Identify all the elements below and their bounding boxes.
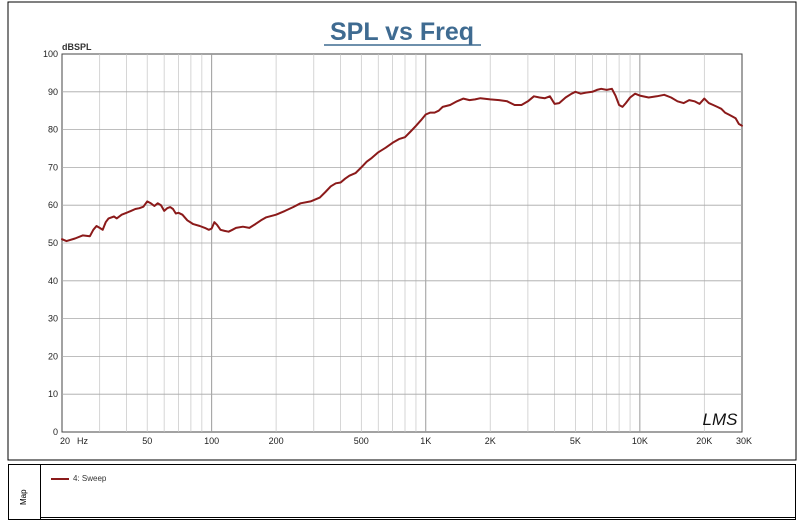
y-tick-label: 30 bbox=[48, 314, 58, 324]
legend-entry-label: 4: Sweep bbox=[73, 474, 107, 483]
y-tick-label: 20 bbox=[48, 351, 58, 361]
chart-title: SPL vs Freq bbox=[330, 18, 474, 46]
x-tick-label: 100 bbox=[204, 436, 219, 446]
y-tick-label: 10 bbox=[48, 389, 58, 399]
y-tick-labels: 0 10 20 30 40 50 60 70 80 90 100 bbox=[43, 49, 58, 437]
map-tab[interactable]: Map bbox=[9, 465, 41, 519]
x-tick-label: 2K bbox=[485, 436, 496, 446]
y-tick-label: 40 bbox=[48, 276, 58, 286]
x-tick-label: 200 bbox=[269, 436, 284, 446]
y-tick-label: 90 bbox=[48, 87, 58, 97]
x-tick-label: 50 bbox=[142, 436, 152, 446]
series-line-sweep bbox=[61, 87, 743, 243]
y-tick-label: 60 bbox=[48, 200, 58, 210]
x-tick-label: 20 bbox=[60, 436, 70, 446]
x-tick-label: 30K bbox=[736, 436, 752, 446]
legend-separator bbox=[41, 517, 795, 518]
x-tick-labels: 20 50 100 200 500 1K 2K 5K 10K 20K 30K Hz bbox=[60, 436, 752, 446]
x-tick-label: 20K bbox=[696, 436, 712, 446]
x-tick-label: 10K bbox=[632, 436, 648, 446]
y-tick-label: 80 bbox=[48, 125, 58, 135]
y-tick-label: 50 bbox=[48, 238, 58, 248]
x-tick-label: 1K bbox=[420, 436, 431, 446]
x-tick-label: 5K bbox=[570, 436, 581, 446]
y-tick-label: 0 bbox=[53, 427, 58, 437]
legend-panel: Map 4: Sweep bbox=[8, 464, 796, 520]
lms-watermark: LMS bbox=[703, 410, 739, 429]
series-group bbox=[61, 87, 743, 243]
y-tick-label: 70 bbox=[48, 162, 58, 172]
y-axis-label: dBSPL bbox=[62, 42, 92, 52]
legend-entry-sweep[interactable]: 4: Sweep bbox=[51, 474, 106, 483]
legend-swatch bbox=[51, 477, 69, 480]
grid bbox=[62, 54, 742, 432]
y-tick-label: 100 bbox=[43, 49, 58, 59]
x-unit-label: Hz bbox=[77, 436, 88, 446]
map-tab-label: Map bbox=[19, 489, 28, 505]
x-tick-label: 500 bbox=[354, 436, 369, 446]
